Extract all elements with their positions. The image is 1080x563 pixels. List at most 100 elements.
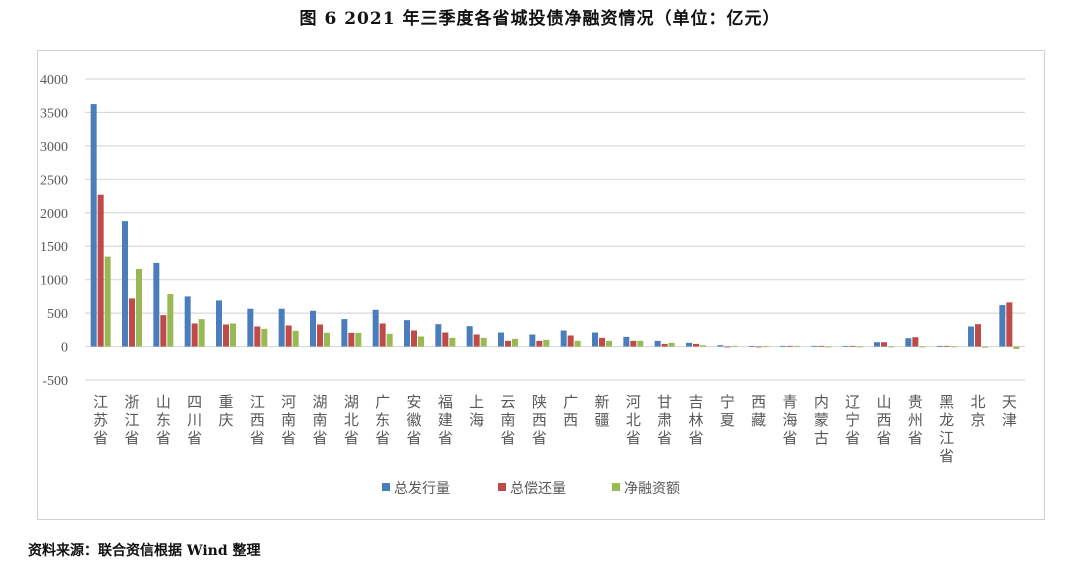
bar-2: [693, 343, 699, 347]
bar-2: [755, 346, 762, 348]
bar-3: [731, 345, 738, 347]
x-category-label: 天: [1002, 393, 1017, 411]
x-category-label: 西: [563, 411, 578, 429]
x-category-label: 东: [156, 411, 171, 429]
bar-3: [167, 294, 174, 347]
bar-2: [379, 323, 386, 347]
bar-chart: -50005001000150020002500300035004000江苏省浙…: [40, 73, 1025, 497]
bar-3: [982, 346, 988, 348]
bar-3: [637, 340, 644, 347]
bar-2: [317, 324, 323, 347]
chart-frame: [37, 50, 1045, 520]
source-note: 资料来源：联合资信根据 Wind 整理: [28, 543, 261, 559]
bar-1: [529, 334, 536, 347]
legend-swatch: [382, 483, 390, 491]
bar-2: [505, 340, 511, 347]
x-category-label: 肃: [657, 411, 672, 429]
x-category-label: 贵: [908, 393, 923, 411]
y-tick-label: 2000: [40, 207, 68, 222]
x-category-label: 湖: [344, 393, 359, 411]
bar-1: [905, 338, 912, 347]
x-category-label: 省: [532, 429, 547, 447]
bar-3: [668, 342, 675, 347]
x-category-label: 北: [970, 393, 985, 411]
bar-2: [599, 337, 605, 347]
y-tick-label: 4000: [40, 73, 68, 88]
legend-label: 总发行量: [394, 481, 450, 497]
bar-3: [512, 338, 518, 347]
x-category-label: 吉: [688, 393, 703, 411]
bar-2: [442, 332, 449, 347]
x-category-label: 省: [187, 429, 202, 447]
bar-2: [661, 343, 668, 347]
x-category-label: 省: [688, 429, 703, 447]
x-category-label: 川: [187, 411, 202, 429]
x-category-label: 云: [500, 393, 515, 411]
bar-2: [160, 315, 167, 347]
x-category-label: 海: [782, 411, 797, 429]
x-category-label: 省: [312, 429, 327, 447]
x-category-label: 蒙: [814, 411, 829, 429]
bar-1: [216, 300, 222, 347]
x-category-label: 龙: [939, 411, 954, 429]
bar-2: [724, 346, 731, 348]
bar-3: [825, 346, 832, 348]
x-category-label: 京: [970, 411, 985, 429]
bar-2: [881, 342, 887, 347]
x-category-label: 宁: [845, 411, 860, 429]
x-category-label: 夏: [720, 411, 735, 429]
legend-label: 总偿还量: [510, 481, 566, 497]
x-category-label: 内: [814, 393, 829, 411]
bar-2: [473, 334, 480, 347]
x-category-label: 南: [500, 411, 515, 429]
bar-1: [811, 345, 818, 347]
x-category-label: 山: [156, 393, 171, 411]
x-category-label: 西: [250, 411, 265, 429]
x-category-label: 南: [281, 411, 296, 429]
y-tick-label: 3000: [40, 140, 68, 155]
bar-1: [874, 342, 880, 347]
x-category-label: 河: [626, 393, 641, 411]
x-category-label: 州: [908, 411, 923, 429]
bar-1: [592, 332, 598, 347]
x-category-label: 北: [626, 411, 641, 429]
bar-2: [567, 335, 574, 347]
bar-3: [261, 328, 268, 347]
bar-1: [435, 324, 442, 347]
x-category-label: 藏: [751, 411, 766, 429]
x-category-label: 省: [908, 429, 923, 447]
bar-2: [1006, 302, 1013, 347]
x-category-label: 省: [876, 429, 891, 447]
x-category-label: 林: [688, 411, 703, 429]
bar-1: [936, 345, 943, 347]
legend-swatch: [498, 483, 506, 491]
x-category-label: 江: [939, 429, 954, 447]
bar-1: [341, 319, 348, 347]
bar-3: [794, 345, 800, 347]
x-category-label: 省: [657, 429, 672, 447]
x-category-label: 省: [500, 429, 515, 447]
legend-label: 净融资额: [624, 481, 680, 497]
bar-1: [999, 305, 1006, 347]
bar-2: [818, 345, 825, 347]
bar-2: [630, 340, 637, 347]
bar-2: [223, 324, 229, 347]
bar-2: [129, 298, 135, 347]
bar-2: [912, 337, 919, 347]
bar-3: [856, 346, 863, 348]
x-category-label: 省: [281, 429, 296, 447]
x-category-label: 庆: [218, 411, 233, 429]
bar-1: [184, 296, 191, 347]
y-tick-label: 1500: [40, 240, 68, 255]
x-category-label: 古: [814, 429, 829, 447]
y-tick-label: 1000: [40, 274, 68, 289]
x-category-label: 省: [939, 447, 954, 465]
x-category-label: 山: [876, 393, 891, 411]
bar-1: [278, 308, 285, 347]
bar-2: [348, 332, 355, 347]
bar-2: [285, 325, 292, 347]
bar-3: [386, 333, 393, 347]
bar-2: [787, 345, 793, 347]
bar-2: [943, 345, 950, 347]
x-category-label: 安: [406, 393, 421, 411]
